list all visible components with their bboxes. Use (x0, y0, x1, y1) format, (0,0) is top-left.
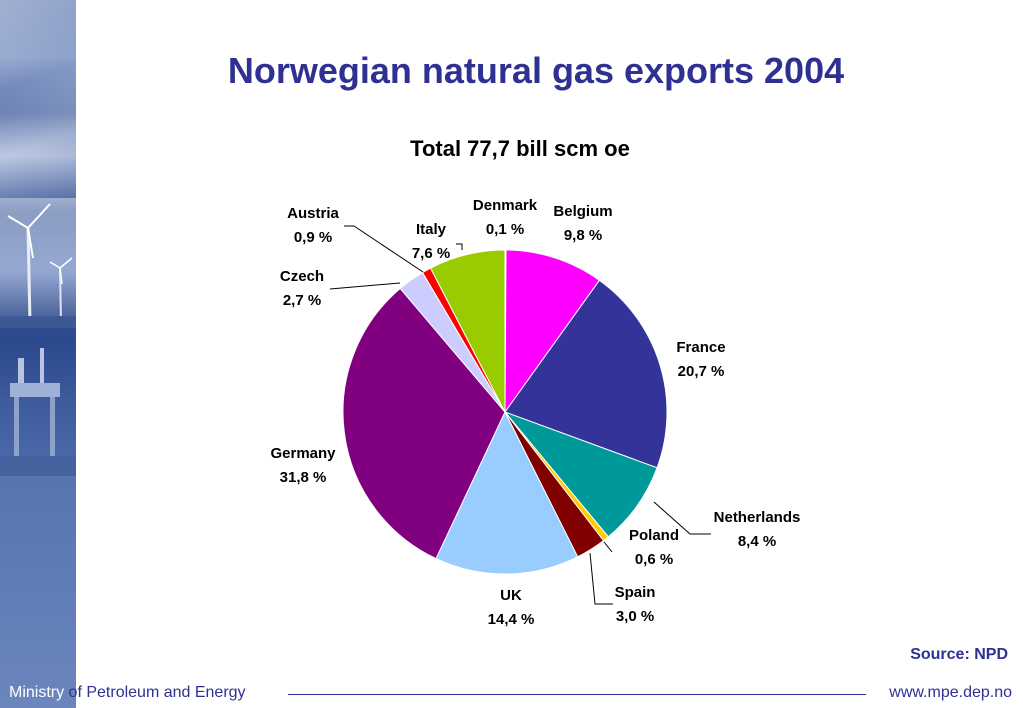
leader-line-poland (603, 541, 613, 553)
slice-name-czech: Czech (280, 268, 324, 285)
decorative-photo-strip (0, 0, 76, 708)
slice-name-germany: Germany (270, 445, 336, 462)
wind-turbine-icon (0, 203, 76, 328)
ministry-name-rest: of Petroleum and Energy (64, 684, 246, 701)
slice-name-belgium: Belgium (553, 203, 612, 220)
slice-labels: Denmark 0,1 % Belgium 9,8 % France 20,7 % Neth… (270, 197, 800, 628)
footer-divider (288, 694, 866, 695)
pie-slice-germany (342, 287, 506, 560)
leader-line-spain (589, 552, 613, 605)
slice-name-france: France (676, 339, 725, 356)
slice-value-belgium: 9,8 % (564, 227, 602, 244)
pie-slice-uk (435, 410, 579, 575)
ministry-name: Ministry of Petroleum and Energy (9, 684, 246, 702)
leader-line-denmark (456, 243, 463, 250)
oil-platform-photo (0, 328, 76, 476)
chart-subtitle: Total 77,7 bill scm oe (410, 136, 630, 161)
pie-slice-netherlands (503, 410, 658, 538)
source-note: Source: NPD (910, 646, 1008, 663)
ministry-name-first: Ministry (9, 684, 65, 701)
slice-value-netherlands: 8,4 % (738, 533, 776, 550)
pie-slice-italy (429, 249, 506, 413)
slice-name-denmark: Denmark (473, 197, 538, 214)
slice-name-austria: Austria (287, 205, 339, 222)
pie-slice-france (504, 279, 668, 469)
slice-value-czech: 2,7 % (283, 292, 321, 309)
leader-lines (329, 225, 711, 605)
leader-line-netherlands (653, 501, 711, 535)
slice-name-poland: Poland (629, 527, 679, 544)
slice-value-uk: 14,4 % (488, 611, 535, 628)
slice-value-italy: 7,6 % (412, 245, 450, 262)
wind-turbine-photo (0, 198, 76, 328)
oil-platform-icon (0, 348, 76, 476)
slice-value-germany: 31,8 % (280, 469, 327, 486)
page-title: Norwegian natural gas exports 2004 (227, 50, 845, 91)
slice-name-spain: Spain (615, 584, 656, 601)
website-link[interactable]: www.mpe.dep.no (889, 684, 1012, 701)
leader-line-czech (329, 282, 401, 290)
pie-slices (342, 249, 668, 575)
slice-value-france: 20,7 % (678, 363, 725, 380)
water-photo (0, 476, 76, 708)
slice-name-uk: UK (500, 587, 522, 604)
sky-photo (0, 0, 76, 198)
slice-value-poland: 0,6 % (635, 551, 673, 568)
slice-name-italy: Italy (416, 221, 447, 238)
leader-line-austria (344, 225, 424, 273)
slice-value-spain: 3,0 % (616, 608, 654, 625)
slice-value-denmark: 0,1 % (486, 221, 524, 238)
pie-slice-belgium (504, 249, 601, 414)
slice-value-austria: 0,9 % (294, 229, 332, 246)
slice-name-netherlands: Netherlands (714, 509, 801, 526)
